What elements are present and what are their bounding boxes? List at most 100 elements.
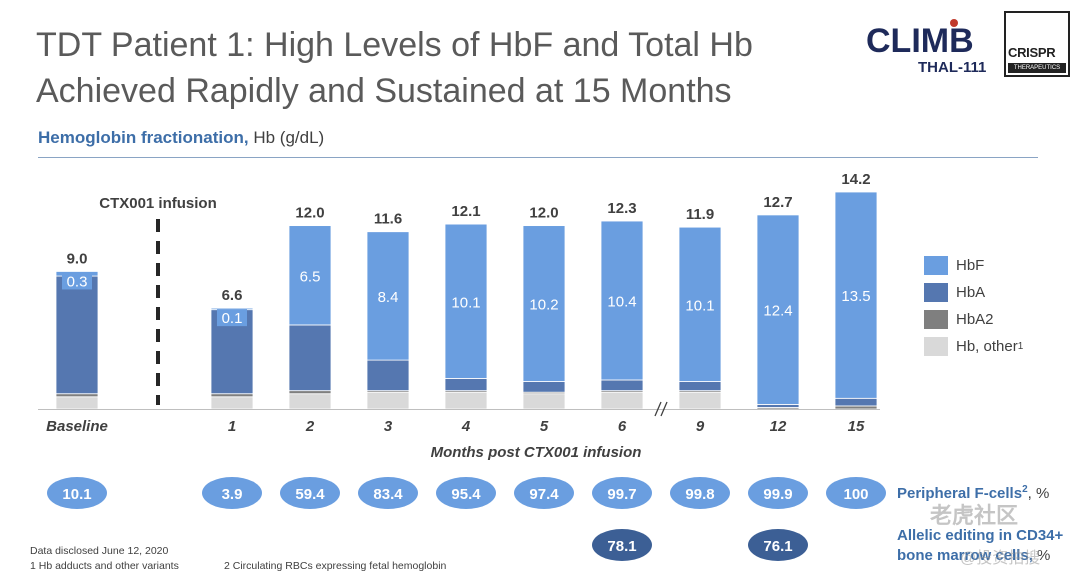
hbf-value-label-4: 10.1 <box>451 294 480 311</box>
legend-item-hba2: HbA2 <box>924 306 1023 333</box>
total-value-label-0: 9.0 <box>67 250 88 267</box>
f-cells-value-5: 97.4 <box>529 486 559 503</box>
hbf-value-label-6: 10.4 <box>607 294 636 311</box>
bar-segment-hbf-8 <box>756 214 800 405</box>
legend-label-hba: HbA <box>956 284 986 301</box>
climb-logo-sub: THAL-111 <box>918 59 986 76</box>
watermark-handle: @投资拍搜 <box>960 550 1041 567</box>
legend-item-other: Hb, other 1 <box>924 333 1023 360</box>
axis-break-mark-1 <box>654 401 662 417</box>
legend-label-hba2: HbA2 <box>956 311 994 328</box>
x-tick-label-9: 15 <box>848 418 865 435</box>
climb-logo-text: CLIMB <box>866 22 974 60</box>
allelic-label-line-2: bone marrow cells, <box>897 547 1033 564</box>
f-cells-label-text: Peripheral F-cells <box>897 485 1023 502</box>
f-cells-oval-9 <box>826 477 886 509</box>
legend-swatch-hba2 <box>924 310 948 329</box>
f-cells-value-8: 99.9 <box>763 486 792 503</box>
allelic-value-1: 76.1 <box>763 538 792 555</box>
bar-segment-hba2-2 <box>288 390 332 395</box>
bar-segment-hb-other-3 <box>366 391 410 410</box>
x-tick-label-4: 4 <box>461 418 471 435</box>
bar-segment-hb-other-2 <box>288 393 332 410</box>
bar-segment-hbf-4 <box>444 223 488 379</box>
f-cells-oval-4 <box>436 477 496 509</box>
legend-swatch-hbf <box>924 256 948 275</box>
bar-segment-hb-other-1 <box>210 396 254 410</box>
x-tick-label-8: 12 <box>770 418 787 435</box>
total-value-label-8: 12.7 <box>763 194 792 211</box>
footnote-disclosed: Data disclosed June 12, 2020 <box>30 545 169 557</box>
bar-segment-hba-2 <box>288 324 332 392</box>
f-cells-value-1: 3.9 <box>222 486 243 503</box>
x-tick-label-3: 3 <box>384 418 393 435</box>
bar-segment-hbf-2 <box>288 225 332 326</box>
footnote-1: 1 Hb adducts and other variants <box>30 560 179 572</box>
bar-segment-hbf-5 <box>522 225 566 382</box>
axis-break-mark-2 <box>660 401 668 417</box>
bar-segment-hb-other-7 <box>678 391 722 410</box>
x-tick-label-0: Baseline <box>46 418 108 435</box>
bar-segment-hbf-3 <box>366 231 410 361</box>
hbf-value-label-5: 10.2 <box>529 297 558 314</box>
allelic-editing-label: Allelic editing in CD34+ bone marrow cel… <box>897 526 1063 566</box>
bar-segment-hbf-9 <box>834 191 878 399</box>
hbf-value-label-0: 0.3 <box>67 273 88 290</box>
hbf-label-box-0 <box>62 272 92 290</box>
bar-segment-hb-other-6 <box>600 391 644 410</box>
f-cells-value-4: 95.4 <box>451 486 481 503</box>
allelic-value-0: 78.1 <box>607 538 636 555</box>
bar-segment-hba-8 <box>756 404 800 408</box>
crispr-logo-text: CRISPR <box>1008 45 1056 60</box>
bar-segment-hba2-9 <box>834 405 878 410</box>
allelic-oval-1 <box>748 529 808 561</box>
legend-item-hbf: HbF <box>924 252 1023 279</box>
bar-segment-hba-6 <box>600 379 644 392</box>
hbf-value-label-2: 6.5 <box>300 268 321 285</box>
hbf-label-box-1 <box>217 309 247 327</box>
f-cells-oval-8 <box>748 477 808 509</box>
legend-swatch-hba <box>924 283 948 302</box>
f-cells-oval-5 <box>514 477 574 509</box>
chart-subtitle: Hemoglobin fractionation, Hb (g/dL) <box>38 128 324 148</box>
f-cells-label: Peripheral F-cells2, % <box>897 484 1049 502</box>
bar-segment-hba-5 <box>522 381 566 393</box>
hbf-value-label-7: 10.1 <box>685 297 714 314</box>
hbf-value-label-3: 8.4 <box>378 289 399 306</box>
total-value-label-3: 11.6 <box>374 211 402 228</box>
allelic-label-line-1: Allelic editing in CD34+ <box>897 527 1064 544</box>
bar-segment-hba2-1 <box>210 393 254 398</box>
f-cells-value-0: 10.1 <box>62 486 91 503</box>
total-value-label-9: 14.2 <box>841 171 870 188</box>
bar-segment-hba-0 <box>55 275 99 395</box>
x-tick-label-6: 6 <box>618 418 627 435</box>
x-tick-label-1: 1 <box>228 418 236 435</box>
legend-superscript: 1 <box>1017 341 1024 352</box>
f-cells-oval-1 <box>202 477 262 509</box>
bar-segment-hba2-0 <box>55 393 99 398</box>
bar-segment-hba-3 <box>366 359 410 392</box>
total-value-label-7: 11.9 <box>686 206 714 223</box>
page-title: TDT Patient 1: High Levels of HbF and To… <box>36 22 836 114</box>
header-divider <box>38 157 1038 158</box>
legend-label-other: Hb, other <box>956 338 1018 355</box>
hbf-value-label-1: 0.1 <box>222 310 243 327</box>
hbf-value-label-8: 12.4 <box>763 303 792 320</box>
total-value-label-4: 12.1 <box>451 203 480 220</box>
bar-segment-hb-other-0 <box>55 396 99 410</box>
f-cells-value-9: 100 <box>843 486 868 503</box>
bar-segment-hb-other-4 <box>444 391 488 410</box>
bar-segment-hb-other-5 <box>522 393 566 410</box>
f-cells-value-3: 83.4 <box>373 486 403 503</box>
bar-segment-hba-4 <box>444 378 488 392</box>
chart-legend: HbF HbA HbA2 Hb, other 1 <box>924 252 1023 360</box>
f-cells-value-7: 99.8 <box>685 486 714 503</box>
f-cells-superscript: 2 <box>1022 484 1028 495</box>
f-cells-oval-6 <box>592 477 652 509</box>
climb-logo: CLIMB THAL-111 <box>866 19 986 76</box>
subtitle-unit: Hb (g/dL) <box>248 128 325 147</box>
crispr-logo-sub: THERAPEUTICS <box>1008 63 1066 73</box>
x-tick-label-7: 9 <box>696 418 705 435</box>
f-cells-oval-0 <box>47 477 107 509</box>
legend-item-hba: HbA <box>924 279 1023 306</box>
